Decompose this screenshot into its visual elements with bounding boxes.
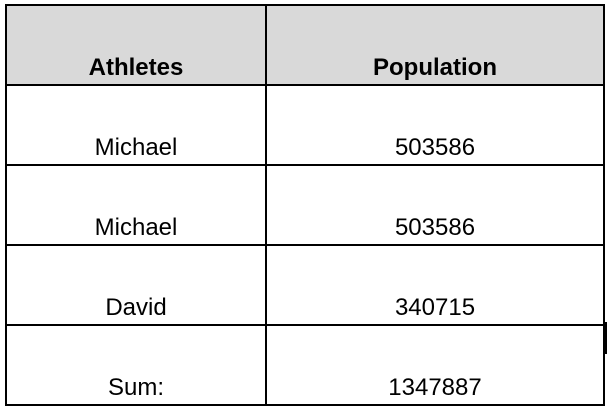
sum-row: Sum: 1347887 <box>5 324 605 406</box>
cell-population[interactable]: 503586 <box>265 84 605 166</box>
cell-athlete[interactable]: David <box>5 244 267 326</box>
cell-sum-label[interactable]: Sum: <box>5 324 267 406</box>
text-cursor-icon <box>605 322 607 354</box>
table-body: Michael 503586 Michael 503586 David 3407… <box>5 84 605 406</box>
data-table: Athletes Population Michael 503586 Micha… <box>5 4 605 406</box>
cell-population[interactable]: 503586 <box>265 164 605 246</box>
cell-athlete[interactable]: Michael <box>5 84 267 166</box>
cell-athlete[interactable]: Michael <box>5 164 267 246</box>
header-row: Athletes Population <box>5 4 605 86</box>
table-row: David 340715 <box>5 244 605 326</box>
table-header: Athletes Population <box>5 4 605 86</box>
cell-population[interactable]: 340715 <box>265 244 605 326</box>
table-row: Michael 503586 <box>5 164 605 246</box>
header-cell-population[interactable]: Population <box>265 4 605 86</box>
cell-sum-value[interactable]: 1347887 <box>265 324 605 406</box>
header-cell-athletes[interactable]: Athletes <box>5 4 267 86</box>
table-row: Michael 503586 <box>5 84 605 166</box>
